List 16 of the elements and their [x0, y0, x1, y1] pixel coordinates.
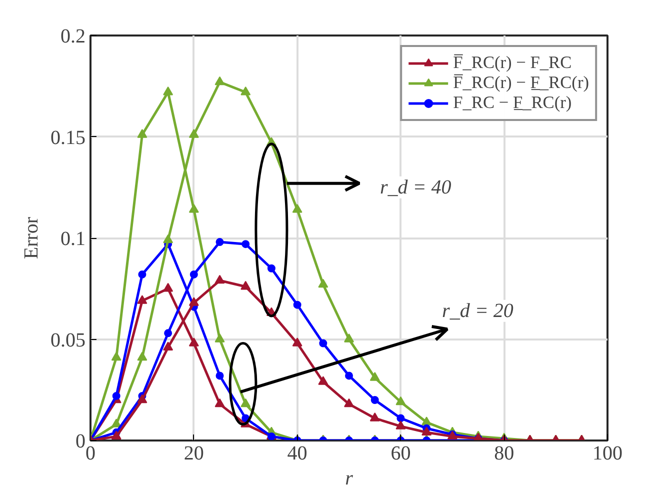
x-axis-title: r: [345, 468, 354, 490]
x-tick-label: 60: [390, 442, 411, 464]
y-tick-label: 0.1: [60, 228, 86, 250]
annotation: r_d = 40: [380, 176, 452, 198]
legend-label: F_RC − F̲_RC(r): [453, 93, 572, 113]
y-tick-label: 0.2: [60, 26, 86, 48]
x-tick-label: 100: [592, 442, 622, 464]
y-axis-title: Error: [20, 216, 42, 260]
x-tick-label: 20: [184, 442, 204, 464]
legend-label: F̅_RC(r) − F̲_RC(r): [453, 73, 589, 93]
y-tick-label: 0.05: [50, 329, 86, 352]
legend-label: F̅_RC(r) − F_RC: [453, 53, 572, 73]
y-tick-label: 0.15: [50, 126, 86, 149]
x-tick-label: 80: [494, 442, 514, 464]
annotation: r_d = 20: [442, 300, 514, 322]
x-tick-label: 40: [287, 442, 308, 464]
